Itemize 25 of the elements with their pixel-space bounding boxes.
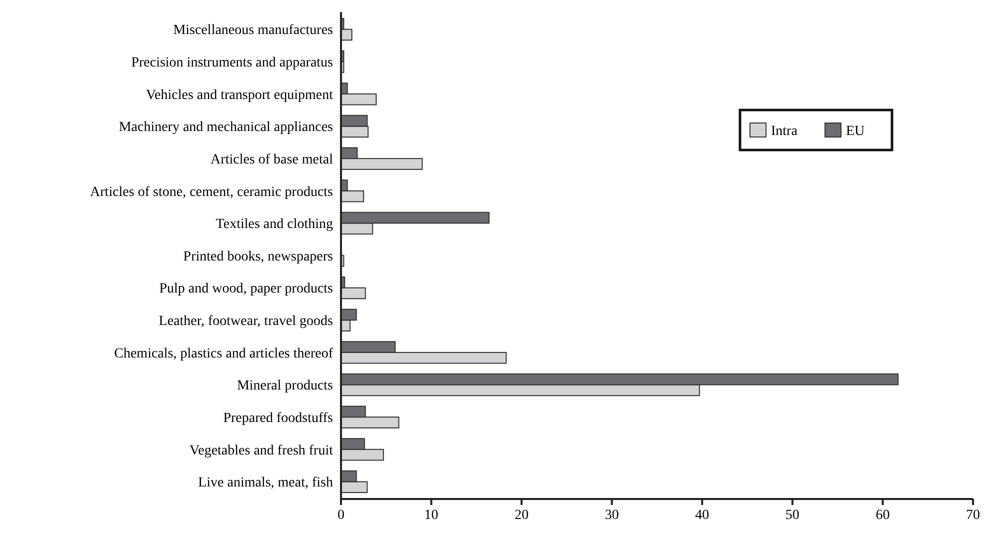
- x-tick-label: 10: [424, 508, 438, 523]
- y-tick-label: Pulp and wood, paper products: [159, 282, 333, 297]
- y-tick-label: Machinery and mechanical appliances: [118, 120, 333, 136]
- y-tick-label: Mineral products: [236, 378, 333, 394]
- y-tick-label: Articles of stone, cement, ceramic products: [90, 184, 333, 200]
- x-tick-label: 60: [876, 508, 890, 523]
- y-tick-label: Articles of base metal: [210, 152, 334, 168]
- x-tick-label: 70: [966, 508, 980, 523]
- x-tick-label: 50: [785, 508, 800, 523]
- y-tick-label: Chemicals, plastics and articles thereof: [114, 346, 334, 362]
- y-tick-label: Prepared foodstuffs: [223, 410, 333, 426]
- y-tick-label: Live animals, meat, fish: [198, 476, 333, 491]
- y-tick-label: Textiles and clothing: [216, 217, 333, 232]
- y-tick-label: Vehicles and transport equipment: [146, 88, 334, 103]
- y-tick-label: Vegetables and fresh fruit: [190, 443, 334, 458]
- x-tick-label: 30: [604, 508, 619, 523]
- x-tick-label: 40: [695, 508, 710, 523]
- x-tick-label: 20: [514, 508, 529, 523]
- y-tick-label: Leather, footwear, travel goods: [158, 314, 333, 330]
- legend-label: Intra: [771, 124, 798, 139]
- y-tick-label: Miscellaneous manufactures: [173, 23, 333, 38]
- y-tick-label: Precision instruments and apparatus: [131, 56, 333, 71]
- y-tick-label: Printed books, newspapers: [183, 249, 333, 264]
- legend-label: EU: [846, 124, 865, 139]
- x-tick-label: 0: [338, 508, 344, 523]
